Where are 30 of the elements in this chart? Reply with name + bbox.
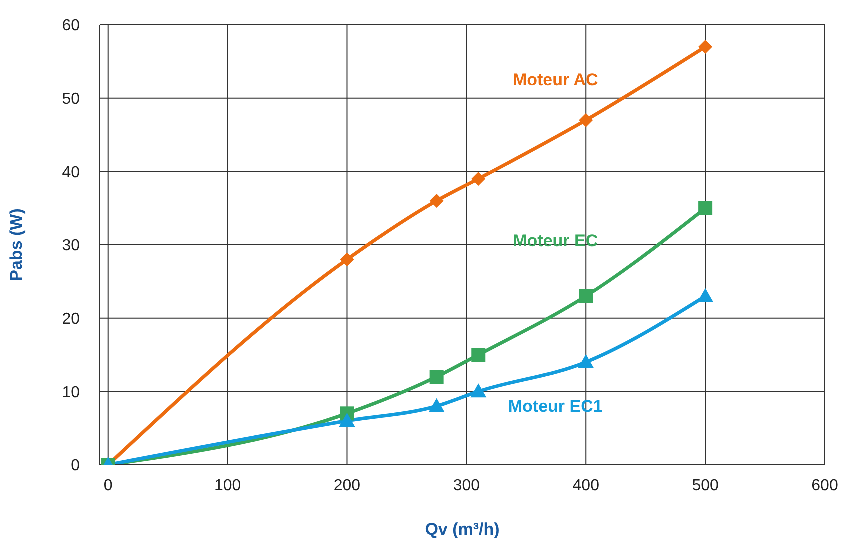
point bbox=[472, 172, 486, 186]
y-axis-title: Pabs (W) bbox=[7, 208, 26, 282]
y-tick-label: 60 bbox=[62, 18, 80, 35]
y-tick-label: 30 bbox=[62, 238, 80, 255]
y-tick-label: 0 bbox=[71, 458, 80, 475]
point bbox=[430, 370, 444, 384]
point bbox=[698, 201, 713, 216]
x-tick-label: 500 bbox=[692, 477, 720, 494]
x-tick-label: 0 bbox=[104, 477, 113, 494]
y-tick-label: 10 bbox=[62, 384, 80, 402]
point bbox=[430, 194, 444, 208]
point bbox=[470, 384, 487, 398]
x-tick-label: 100 bbox=[214, 477, 242, 494]
point bbox=[339, 413, 356, 427]
x-tick-label: 200 bbox=[334, 477, 361, 494]
y-tick-label: 40 bbox=[62, 164, 80, 182]
point bbox=[698, 288, 714, 302]
point bbox=[428, 398, 445, 412]
point bbox=[472, 348, 486, 362]
x-axis-title: Qv (m³/h) bbox=[425, 520, 500, 539]
x-tick-label: 600 bbox=[812, 477, 838, 494]
y-tick-label: 50 bbox=[62, 91, 80, 108]
point bbox=[578, 354, 594, 368]
point bbox=[698, 40, 713, 54]
point bbox=[340, 252, 354, 267]
x-tick-label: 400 bbox=[572, 477, 600, 494]
point bbox=[579, 113, 594, 128]
y-tick-label: 20 bbox=[62, 311, 80, 328]
x-tick-label: 300 bbox=[453, 477, 480, 494]
point bbox=[579, 289, 594, 304]
